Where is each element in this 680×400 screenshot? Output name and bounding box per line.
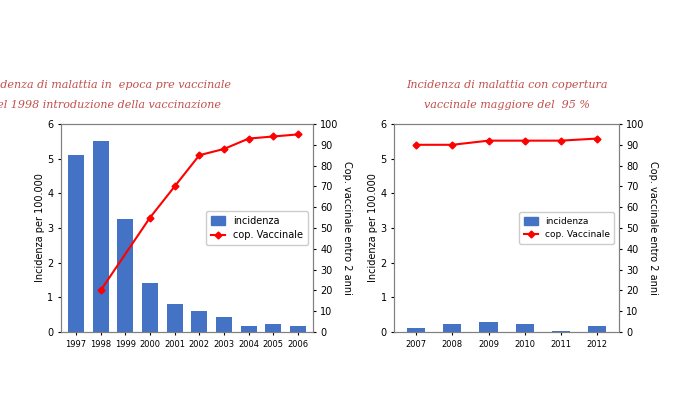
Bar xyxy=(290,326,306,332)
Legend: incidenza, cop. Vaccinale: incidenza, cop. Vaccinale xyxy=(206,211,308,245)
Y-axis label: Cop. vaccinale entro 2 anni: Cop. vaccinale entro 2 anni xyxy=(647,161,658,295)
Bar xyxy=(515,324,534,332)
Legend: incidenza, cop. Vaccinale: incidenza, cop. Vaccinale xyxy=(520,212,614,244)
Bar xyxy=(407,328,425,332)
Bar xyxy=(167,304,183,332)
Y-axis label: Incidenza per 100.000: Incidenza per 100.000 xyxy=(35,174,44,282)
Bar xyxy=(191,310,207,332)
Text: Incidenza di malattia con copertura: Incidenza di malattia con copertura xyxy=(406,80,607,90)
Bar xyxy=(216,318,232,332)
Bar xyxy=(142,283,158,332)
Bar xyxy=(118,219,133,332)
Bar xyxy=(68,155,84,332)
Bar xyxy=(588,326,606,332)
Text: Incidenza di malattia in  epoca pre vaccinale: Incidenza di malattia in epoca pre vacci… xyxy=(0,80,231,90)
Bar xyxy=(443,324,461,332)
Text: nel 1998 introduzione della vaccinazione: nel 1998 introduzione della vaccinazione xyxy=(0,100,221,110)
Bar xyxy=(92,141,109,332)
Y-axis label: Incidenza per 100.000: Incidenza per 100.000 xyxy=(368,174,377,282)
Bar xyxy=(479,322,498,332)
Y-axis label: Cop. vaccinale entro 2 anni: Cop. vaccinale entro 2 anni xyxy=(341,161,352,295)
Bar xyxy=(552,331,570,332)
Bar xyxy=(241,326,256,332)
Text: vaccinale maggiore del  95 %: vaccinale maggiore del 95 % xyxy=(424,100,590,110)
Bar xyxy=(265,324,282,332)
